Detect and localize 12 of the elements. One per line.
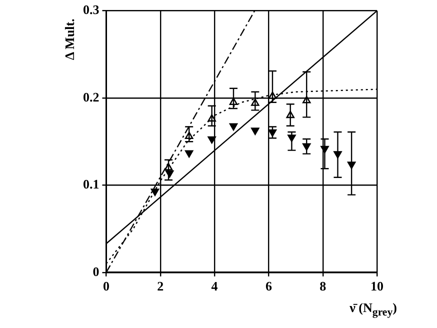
x-tick-label: 4	[211, 278, 218, 294]
y-tick-label: 0.3	[83, 2, 100, 18]
x-tick-label: 10	[370, 278, 384, 294]
y-tick-label: 0	[92, 264, 100, 279]
x-tick-label: 2	[157, 278, 164, 294]
x-tick-label: 8	[320, 278, 327, 294]
y-axis-title: Δ Mult.	[62, 18, 78, 60]
x-tick-label: 6	[265, 278, 272, 294]
y-tick-label: 0.1	[83, 176, 100, 192]
x-axis-title: ν̄ (N$_{grey}$)	[350, 300, 397, 319]
x-tick-label: 0	[103, 278, 110, 294]
y-tick-label: 0.2	[83, 89, 100, 104]
